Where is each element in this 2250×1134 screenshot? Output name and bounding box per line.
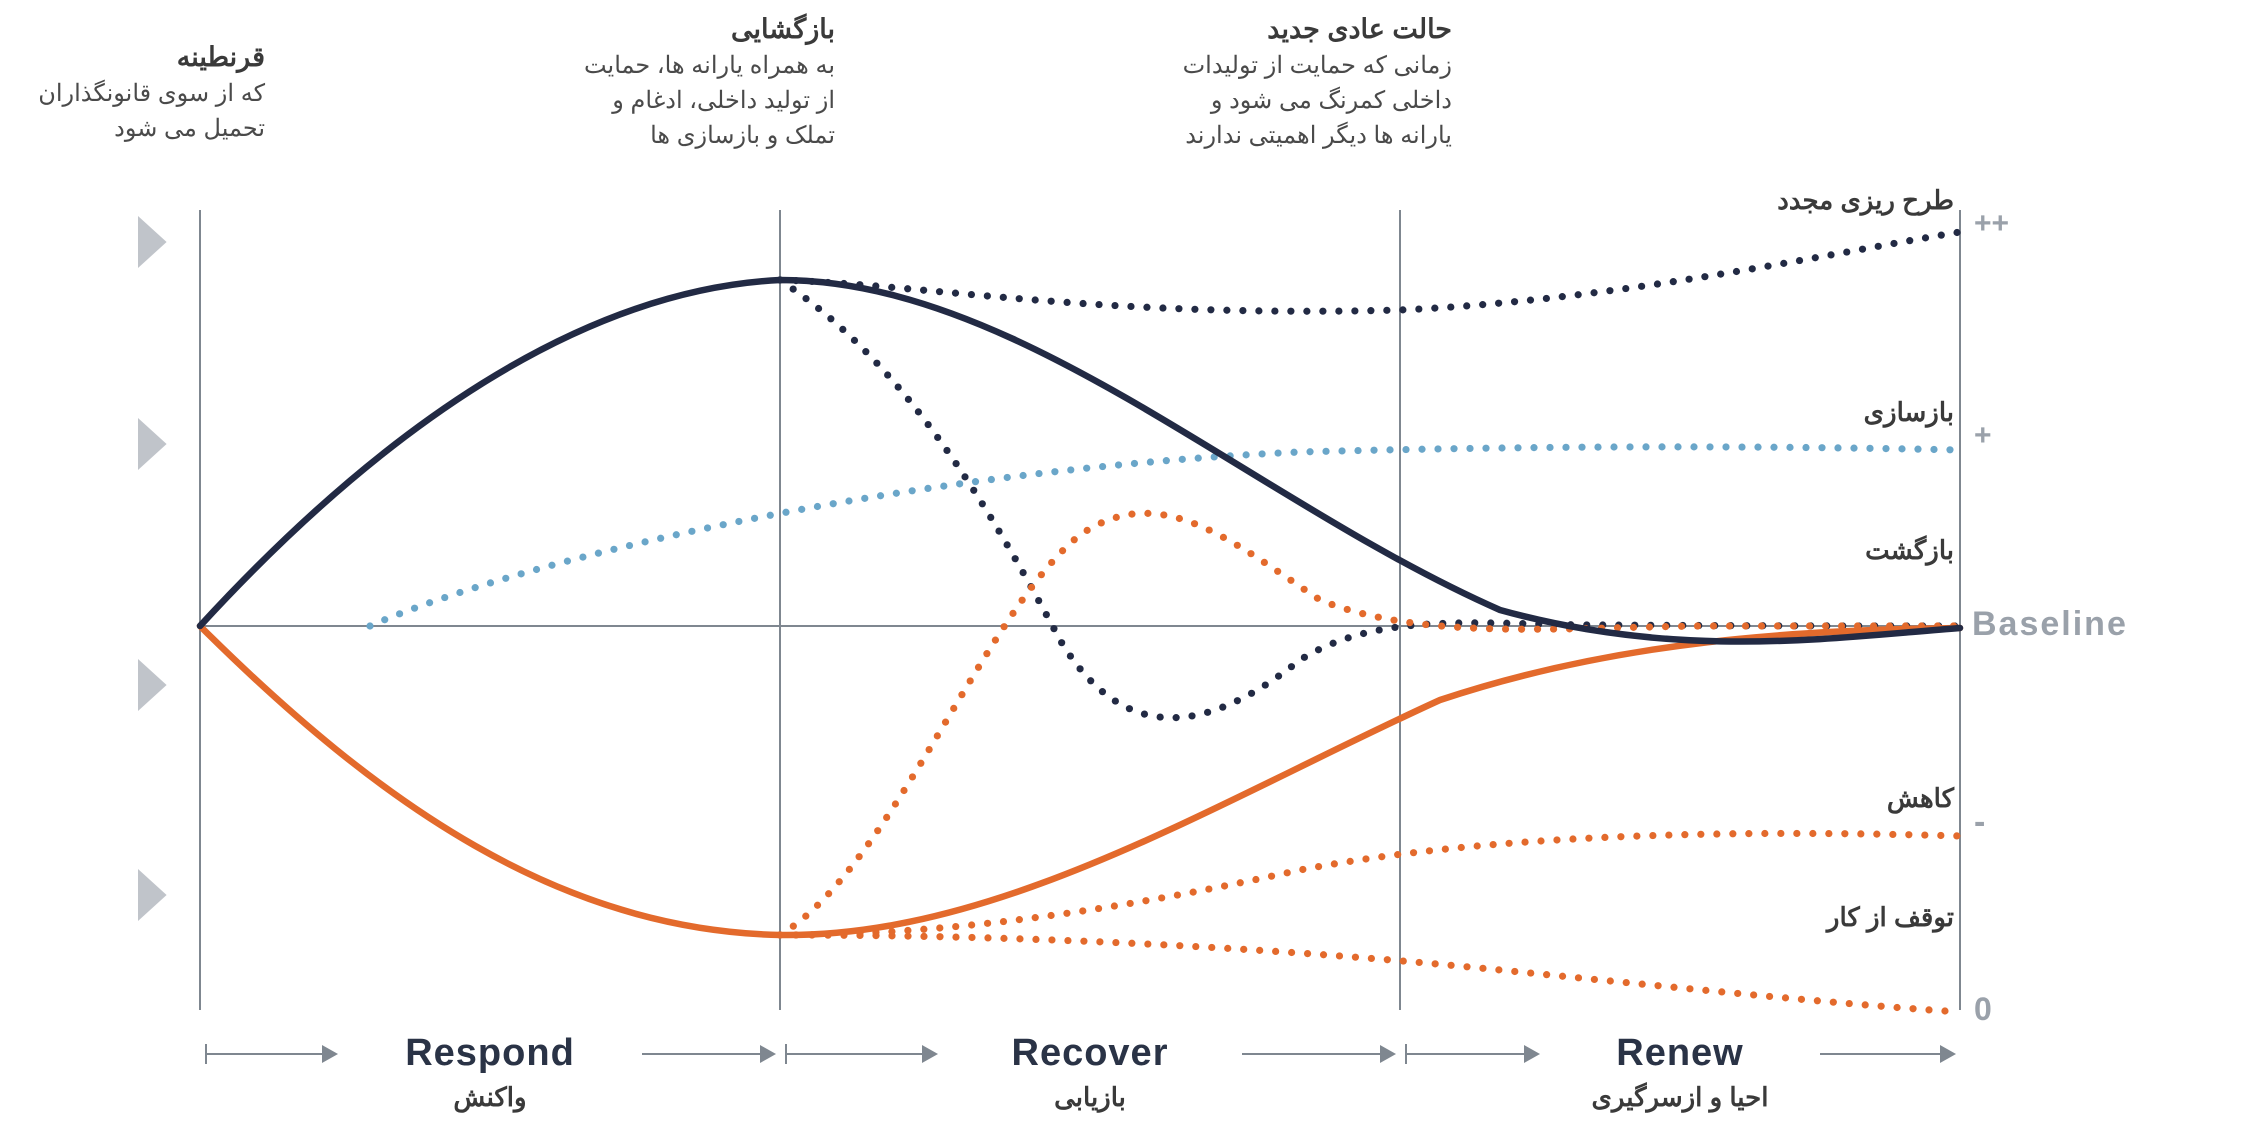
y-label-baseline: Baseline [1972,605,2128,644]
y-label-retire: توقف از کار [1827,902,1954,933]
diagram-stage: قرنطینهکه از سوی قانونگذارانتحمیل می شود… [0,0,2250,1134]
y-label-reduce: کاهش [1887,783,1954,814]
annotation-line: زمانی که حمایت از تولیدات [1072,49,1452,84]
annotation-new-normal: حالت عادی جدیدزمانی که حمایت از تولیداتد… [1072,10,1452,154]
diagram-svg [0,0,2250,1134]
y-label-return: بازگشت [1865,535,1954,566]
annotation-title: قرنطینه [0,38,265,77]
annotation-quarantine: قرنطینهکه از سوی قانونگذارانتحمیل می شود [0,38,265,147]
annotation-line: تملک و بازسازی ها [455,119,835,154]
annotation-line: به همراه یارانه ها، حمایت [455,49,835,84]
phase-label-recover-en: Recover [940,1032,1240,1075]
annotation-line: داخلی کمرنگ می شود و [1072,84,1452,119]
annotation-title: بازگشایی [455,10,835,49]
y-mark-plus: + [1974,419,1992,453]
annotation-line: از تولید داخلی، ادغام و [455,84,835,119]
annotation-title: حالت عادی جدید [1072,10,1452,49]
phase-label-recover-fa: بازیابی [890,1082,1290,1113]
phase-label-renew-en: Renew [1530,1032,1830,1075]
phase-label-respond-en: Respond [340,1032,640,1075]
y-label-reset: طرح ریزی مجدد [1777,185,1954,216]
annotation-reopening: بازگشاییبه همراه یارانه ها، حمایتاز تولی… [455,10,835,154]
y-mark-minus: - [1974,803,1985,842]
phase-label-respond-fa: واکنش [290,1082,690,1113]
y-label-rebuild: بازسازی [1864,397,1954,428]
annotation-line: یارانه ها دیگر اهمیتی ندارند [1072,119,1452,154]
annotation-line: که از سوی قانونگذاران [0,77,265,112]
phase-label-renew-fa: احیا و ازسرگیری [1480,1082,1880,1113]
annotation-line: تحمیل می شود [0,112,265,147]
y-mark-zero: 0 [1974,991,1992,1028]
y-mark-plus-plus: ++ [1974,207,2009,241]
